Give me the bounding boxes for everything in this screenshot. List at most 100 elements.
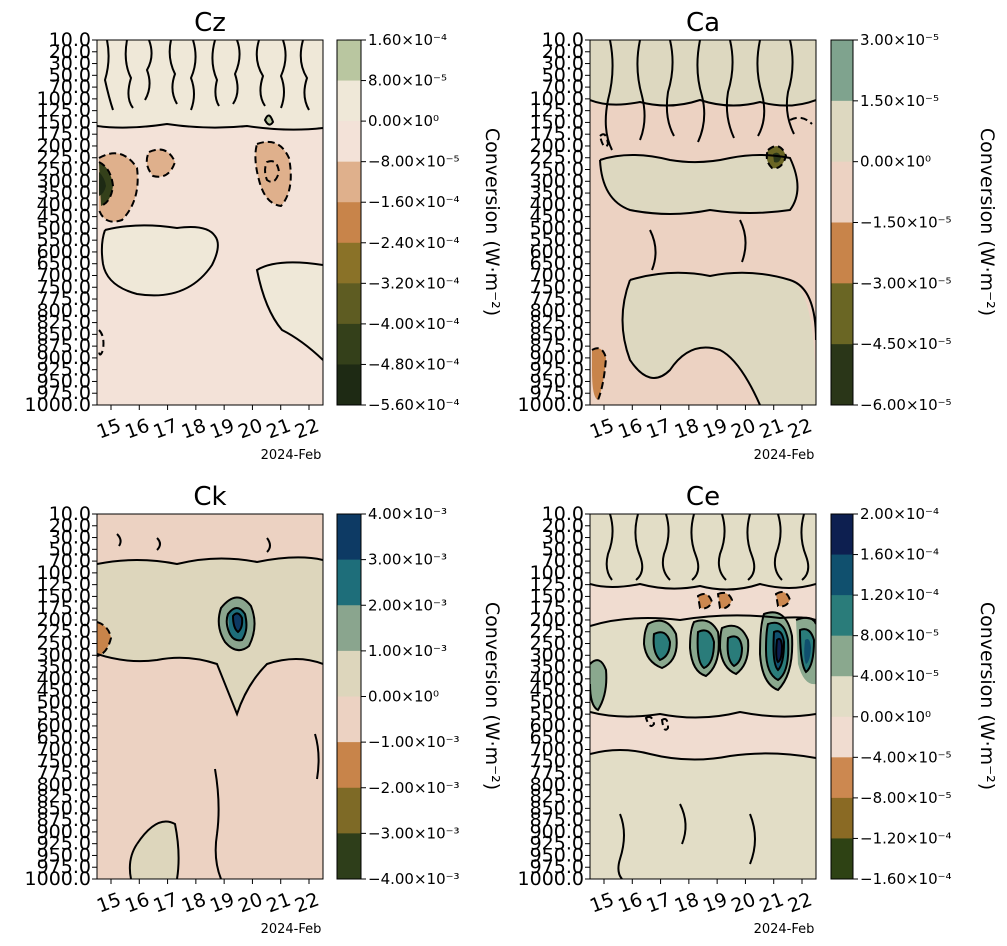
y-tick-label: 825.0 <box>37 312 91 334</box>
x-tick-label: 15 <box>94 889 124 918</box>
y-tick-label: 175.0 <box>530 123 584 145</box>
contour-fill-region <box>697 630 714 668</box>
y-tick-label: 750.0 <box>530 276 584 298</box>
contour-line <box>785 40 795 135</box>
contour-fill-region <box>727 636 742 666</box>
colorbar-label: Conversion (W·m⁻²) <box>976 128 998 316</box>
y-tick-label: 175.0 <box>37 597 91 619</box>
y-tick-label: 600.0 <box>37 715 91 737</box>
contour-line <box>775 637 784 664</box>
y-tick-label: 800.0 <box>37 300 91 322</box>
contour-fill-region <box>263 114 275 126</box>
colorbar-tick-label: −6.00×10⁻⁵ <box>860 396 952 414</box>
y-tick-label: 400.0 <box>530 668 584 690</box>
y-tick-label: 750.0 <box>530 750 584 772</box>
contour-line <box>590 710 816 719</box>
contour-fill-region <box>255 141 291 206</box>
colorbar-tick-label: −1.20×10⁻⁴ <box>860 829 952 847</box>
contour-line <box>254 140 292 208</box>
y-tick-label: 1000.0 <box>25 868 91 890</box>
contour-lines <box>590 514 816 879</box>
contour-line <box>661 514 671 581</box>
contour-line <box>795 616 816 625</box>
contour-area <box>590 40 816 405</box>
y-tick-label: 350.0 <box>37 656 91 678</box>
contour-line <box>590 614 816 627</box>
y-tick-label: 450.0 <box>530 206 584 228</box>
y-tick-label: 150.0 <box>37 111 91 133</box>
contour-fill-region <box>146 149 175 177</box>
colorbar-swatch <box>337 742 361 789</box>
colorbar-tick-label: 8.00×10⁻⁵ <box>368 72 447 90</box>
contour-line <box>231 612 244 634</box>
y-tick-label: 300.0 <box>530 644 584 666</box>
y-tick-label: 70.0 <box>49 550 91 572</box>
y-tick-label: 30.0 <box>542 53 584 75</box>
colorbar-swatch <box>337 161 361 203</box>
contour-line <box>591 347 608 401</box>
y-tick-label: 450.0 <box>37 680 91 702</box>
y-tick-label: 70.0 <box>49 76 91 98</box>
colorbar-tick-label: −4.50×10⁻⁵ <box>860 335 952 353</box>
colorbar-tick-label: 1.50×10⁻⁵ <box>860 92 939 110</box>
colorbar-tick-label: 4.00×10⁻³ <box>368 505 447 523</box>
contour-line <box>749 813 756 865</box>
colorbar-frame <box>336 39 362 406</box>
contour-line <box>660 718 670 731</box>
y-tick-label: 1000.0 <box>518 868 584 890</box>
y-tick-label: 500.0 <box>37 217 91 239</box>
contour-line <box>225 607 248 642</box>
contour-line <box>688 619 720 678</box>
contour-fill-region <box>129 821 179 879</box>
y-tick-label: 50.0 <box>49 538 91 560</box>
y-tick-label: 950.0 <box>530 844 584 866</box>
y-tick-label: 20.0 <box>542 515 584 537</box>
y-tick-label: 1000.0 <box>518 394 584 416</box>
colorbar-tick-label: 1.60×10⁻⁴ <box>860 546 939 564</box>
x-tick-label: 18 <box>179 889 209 918</box>
contour-line <box>789 116 813 125</box>
x-offset-label: 2024-Feb <box>754 922 815 937</box>
contour-fill-region <box>592 348 606 400</box>
contour-line <box>690 514 700 581</box>
contour-line <box>136 820 180 879</box>
y-tick-label: 30.0 <box>49 527 91 549</box>
y-tick-label: 175.0 <box>37 123 91 145</box>
y-tick-label: 750.0 <box>37 750 91 772</box>
y-tick-label: 900.0 <box>37 821 91 843</box>
colorbar-swatch <box>831 514 853 556</box>
colorbar-tick-label: −1.00×10⁻³ <box>368 733 460 751</box>
y-tick-label: 600.0 <box>530 241 584 263</box>
colorbar-swatch <box>831 595 853 637</box>
contour-line <box>696 593 714 610</box>
y-tick-label: 700.0 <box>530 738 584 760</box>
x-tick-label: 17 <box>150 415 180 444</box>
contour-line <box>649 229 657 271</box>
y-tick-label: 450.0 <box>530 680 584 702</box>
contour-line <box>255 261 323 361</box>
y-tick-label: 1000.0 <box>25 394 91 416</box>
contour-line <box>279 40 287 109</box>
y-tick-label: 250.0 <box>37 159 91 181</box>
colorbar-swatch <box>337 80 361 122</box>
y-tick-label: 125.0 <box>37 574 91 596</box>
y-tick-label: 800.0 <box>37 774 91 796</box>
x-tick-label: 21 <box>757 889 787 918</box>
contour-fill-region <box>590 40 816 106</box>
colorbar-tick-label: −4.80×10⁻⁴ <box>368 355 460 373</box>
colorbar-swatch <box>831 554 853 596</box>
colorbar-label: Conversion (W·m⁻²) <box>481 128 503 316</box>
y-tick-label: 700.0 <box>37 264 91 286</box>
contour-line <box>718 624 750 676</box>
x-tick-label: 22 <box>785 889 815 918</box>
contour-line <box>652 631 672 662</box>
colorbar-tick-label: 0.00×10⁰ <box>368 112 439 130</box>
colorbar-tick-label: −8.00×10⁻⁵ <box>368 153 460 171</box>
contour-line <box>189 40 197 111</box>
y-tick-label: 350.0 <box>530 182 584 204</box>
colorbar-tick-label: 1.60×10⁻⁴ <box>368 31 447 49</box>
colorbar-swatch <box>337 364 361 406</box>
y-tick-label: 875.0 <box>37 809 91 831</box>
y-tick-label: 350.0 <box>530 656 584 678</box>
